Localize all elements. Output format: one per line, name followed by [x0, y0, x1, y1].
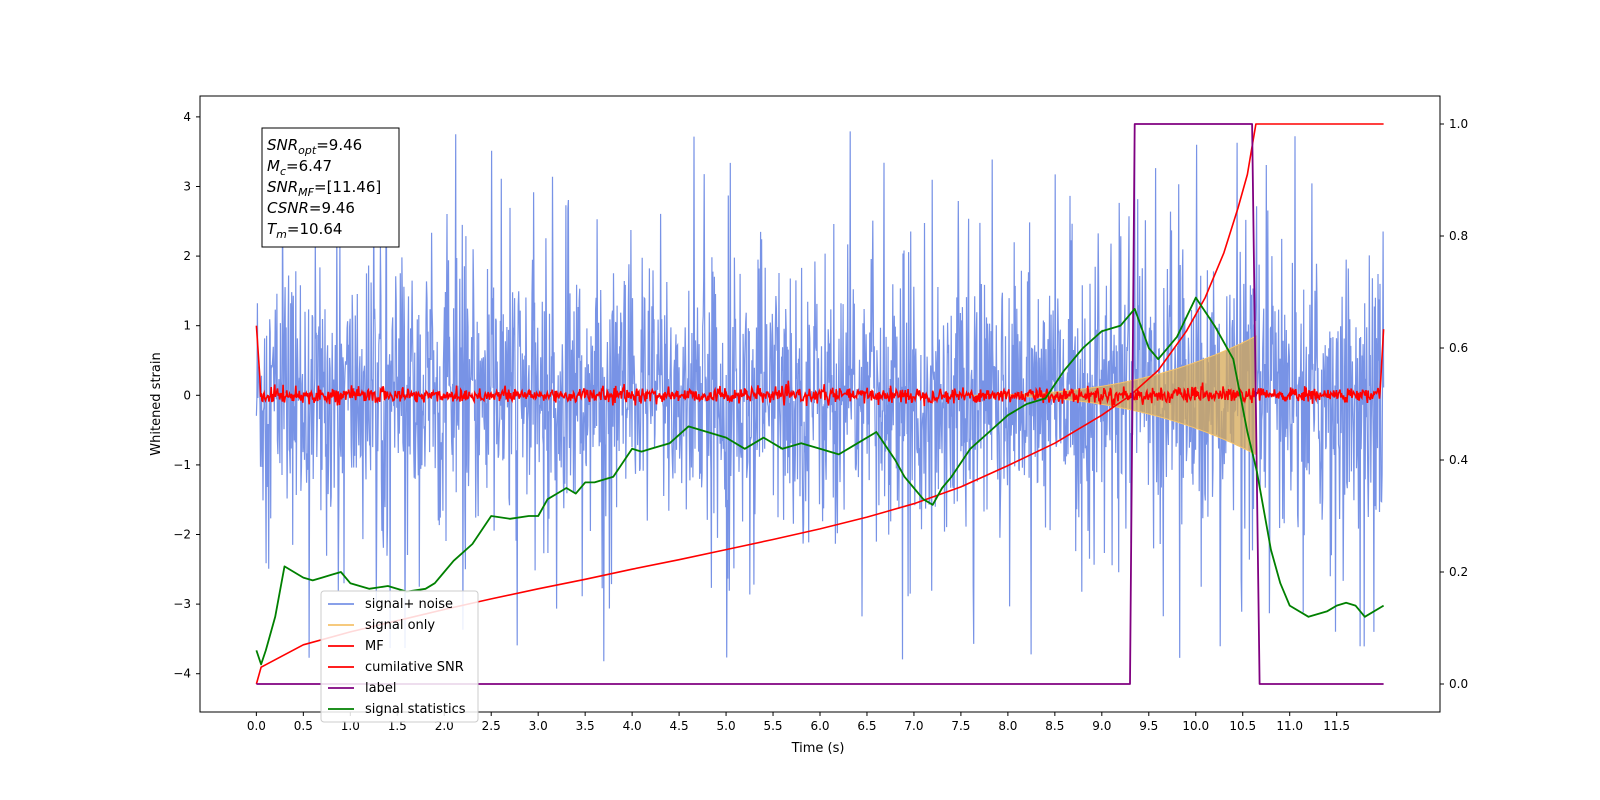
x-tick-label: 7.0 [904, 719, 923, 733]
x-tick-label: 0.0 [247, 719, 266, 733]
annotation-line: SNRMF=[11.46] [267, 178, 381, 199]
x-tick-label: 2.5 [482, 719, 501, 733]
annotation-line: Tm=10.64 [267, 220, 342, 241]
x-tick-label: 4.5 [670, 719, 689, 733]
x-tick-label: 4.0 [623, 719, 642, 733]
x-tick-label: 11.5 [1323, 719, 1350, 733]
x-tick-label: 10.0 [1182, 719, 1209, 733]
annotation-box-frame [261, 127, 400, 248]
x-tick-label: 9.0 [1092, 719, 1111, 733]
x-tick-label: 5.0 [717, 719, 736, 733]
y-tick-label: −2 [173, 528, 191, 542]
annotation-line: CSNR=9.46 [267, 199, 355, 217]
y2-tick-label: 0.8 [1449, 229, 1468, 243]
legend-label: label [365, 681, 396, 696]
y-axis-left: 4 3 2 1 0 −1 −2 −3 −4 [173, 110, 200, 681]
y2-tick-label: 0.6 [1449, 341, 1468, 355]
series-label-line [256, 123, 1384, 685]
y-tick-label: −3 [173, 597, 191, 611]
x-tick-label: 7.5 [951, 719, 970, 733]
x-tick-label: 6.5 [857, 719, 876, 733]
y-tick-label: −1 [173, 458, 191, 472]
x-tick-label: 11.0 [1276, 719, 1303, 733]
y2-tick-label: 0.4 [1449, 453, 1468, 467]
legend-label: signal only [365, 618, 435, 633]
x-tick-label: 9.5 [1139, 719, 1158, 733]
legend-frame [320, 590, 479, 723]
x-tick-label: 10.5 [1229, 719, 1256, 733]
x-tick-label: 0.5 [294, 719, 313, 733]
y-tick-label: 3 [183, 179, 191, 193]
y2-tick-label: 1.0 [1449, 117, 1468, 131]
x-tick-label: 8.5 [1045, 719, 1064, 733]
series-mf-line [255, 325, 1385, 409]
y2-tick-label: 0.2 [1449, 565, 1468, 579]
y-tick-label: −4 [173, 667, 191, 681]
legend-label: signal statistics [365, 702, 466, 717]
y2-tick-label: 0.0 [1449, 677, 1468, 691]
y-axis-right: 1.0 0.8 0.6 0.4 0.2 0.0 [1440, 117, 1468, 691]
annotation-line: Mc=6.47 [267, 157, 332, 178]
y-tick-label: 1 [183, 319, 191, 333]
x-tick-label: 8.0 [998, 719, 1017, 733]
stats-annotation-box: SNRopt=9.46Mc=6.47SNRMF=[11.46]CSNR=9.46… [261, 127, 400, 248]
series-signal-statistics-line [255, 296, 1385, 666]
x-axis-label: Time (s) [791, 741, 845, 756]
x-tick-label: 3.5 [576, 719, 595, 733]
x-tick-label: 5.5 [763, 719, 782, 733]
legend: signal+ noise signal only MF cumilative SNR… [320, 590, 479, 723]
x-tick-label: 6.0 [810, 719, 829, 733]
y-tick-label: 0 [183, 388, 191, 402]
legend-label: MF [365, 639, 384, 654]
y-axis-label: Whitened strain [149, 352, 164, 455]
x-tick-label: 3.0 [529, 719, 548, 733]
y-tick-label: 2 [183, 249, 191, 263]
legend-label: cumilative SNR [365, 660, 464, 675]
annotation-line: SNRopt=9.46 [267, 136, 362, 157]
y-tick-label: 4 [183, 110, 191, 124]
legend-label: signal+ noise [365, 597, 453, 612]
